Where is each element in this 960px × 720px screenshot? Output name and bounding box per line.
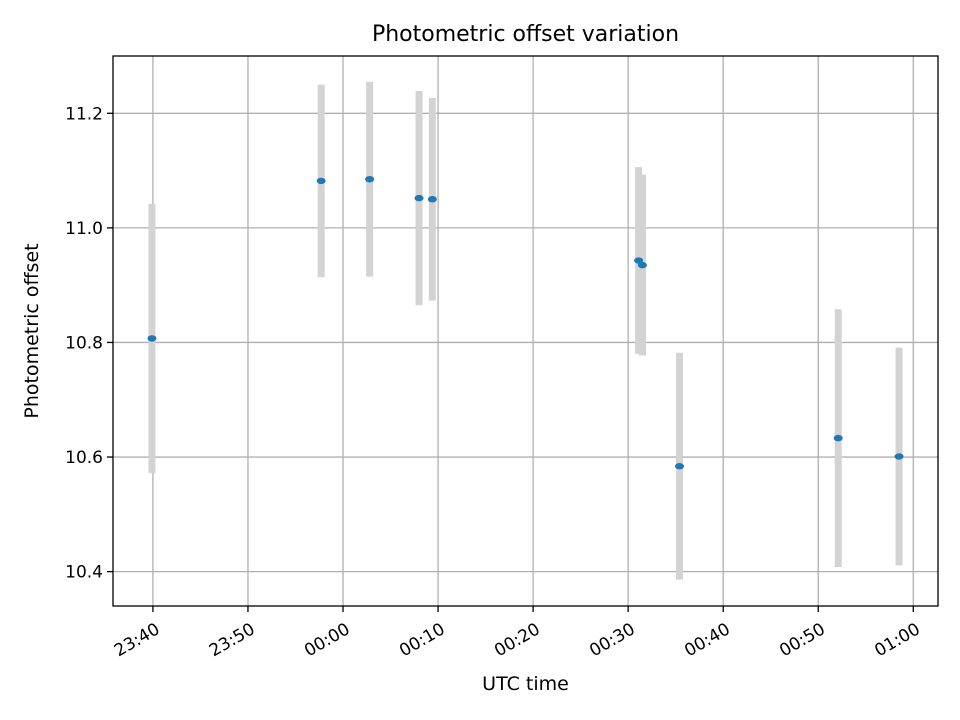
data-point [637,261,647,269]
chart-title: Photometric offset variation [371,22,680,47]
data-point [147,335,157,342]
plot-frame [112,55,939,607]
x-tick-label: 00:40 [681,619,733,661]
error-bars [148,81,903,580]
data-point [316,177,326,185]
y-tick-label: 10.4 [65,563,103,583]
x-tick-label: 00:00 [301,619,353,661]
x-axis-label: UTC time [482,673,569,695]
y-tick-label: 11.0 [65,219,103,239]
grid-lines [113,56,938,606]
x-tick-label: 00:30 [586,619,638,661]
y-tick-label: 10.6 [65,448,103,468]
y-axis-ticks: 10.4 10.6 10.8 11.0 11.2 [65,104,113,583]
data-point [414,194,424,202]
x-tick-label: 00:10 [396,619,448,661]
data-points [147,175,904,470]
y-tick-label: 10.8 [65,333,103,353]
x-tick-label: 00:50 [776,619,828,661]
y-tick-label: 11.2 [65,104,103,124]
x-tick-label: 23:40 [111,619,163,661]
x-axis-ticks: 23:40 23:50 00:00 00:10 00:20 00:30 00:40 00:50… [111,606,924,661]
data-point [365,175,375,183]
x-tick-label: 00:20 [491,619,543,661]
y-axis-label: Photometric offset [21,243,43,419]
data-point [674,463,684,470]
data-point [894,453,904,460]
x-tick-label: 01:00 [871,619,923,661]
x-tick-label: 23:50 [206,619,258,661]
data-point [833,434,843,442]
data-point [427,196,437,203]
